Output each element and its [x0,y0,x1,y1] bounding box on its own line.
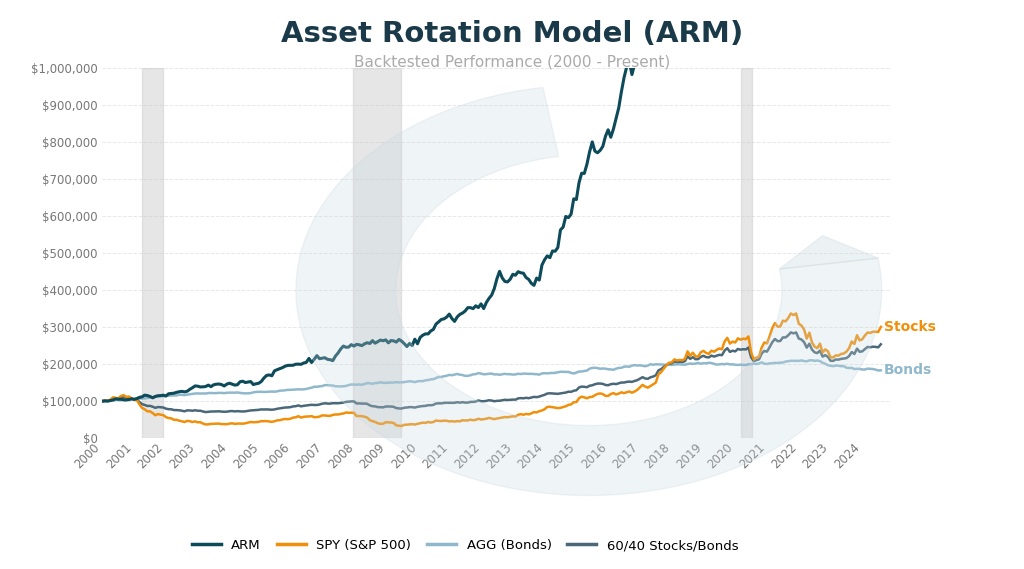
SPY (S&P 500) [483,414,496,421]
Legend: ARM, SPY (S&P 500), AGG (Bonds), 60/40 Stocks/Bonds: ARM, SPY (S&P 500), AGG (Bonds), 60/40 S… [186,534,743,557]
Text: Asset Rotation Model (ARM): Asset Rotation Model (ARM) [281,20,743,48]
60/40 Stocks/Bonds [874,341,887,348]
ARM [96,398,109,405]
Line: AGG (Bonds): AGG (Bonds) [102,360,881,401]
SPY (S&P 500) [395,423,408,430]
SPY (S&P 500) [96,398,109,405]
60/40 Stocks/Bonds [784,329,797,336]
60/40 Stocks/Bonds [96,398,109,405]
Line: 60/40 Stocks/Bonds: 60/40 Stocks/Bonds [102,332,881,412]
Line: SPY (S&P 500): SPY (S&P 500) [102,314,881,426]
60/40 Stocks/Bonds [202,409,214,415]
ARM [202,382,214,389]
ARM [101,398,114,405]
Polygon shape [779,236,878,269]
SPY (S&P 500) [748,356,760,363]
SPY (S&P 500) [874,324,887,331]
Text: Backtested Performance (2000 - Present): Backtested Performance (2000 - Present) [354,54,670,69]
Line: ARM: ARM [102,0,881,401]
Text: Bonds: Bonds [884,364,932,377]
60/40 Stocks/Bonds [451,399,463,406]
AGG (Bonds) [737,361,750,368]
AGG (Bonds) [874,367,887,374]
60/40 Stocks/Bonds [200,409,212,415]
ARM [451,314,463,320]
Bar [142,68,163,438]
Bar [353,68,400,438]
ARM [483,295,496,302]
60/40 Stocks/Bonds [530,394,543,401]
AGG (Bonds) [99,398,112,405]
AGG (Bonds) [96,398,109,405]
AGG (Bonds) [202,390,214,397]
AGG (Bonds) [748,360,760,367]
60/40 Stocks/Bonds [737,346,750,353]
AGG (Bonds) [483,370,496,377]
Bar [741,68,752,438]
ARM [530,275,543,282]
SPY (S&P 500) [200,421,212,428]
60/40 Stocks/Bonds [748,357,760,364]
SPY (S&P 500) [451,418,463,424]
SPY (S&P 500) [737,335,750,342]
AGG (Bonds) [530,371,543,378]
60/40 Stocks/Bonds [483,397,496,403]
AGG (Bonds) [806,357,818,364]
Text: Stocks: Stocks [884,320,936,334]
AGG (Bonds) [451,370,463,377]
Polygon shape [296,88,882,496]
SPY (S&P 500) [790,310,802,317]
SPY (S&P 500) [530,409,543,416]
